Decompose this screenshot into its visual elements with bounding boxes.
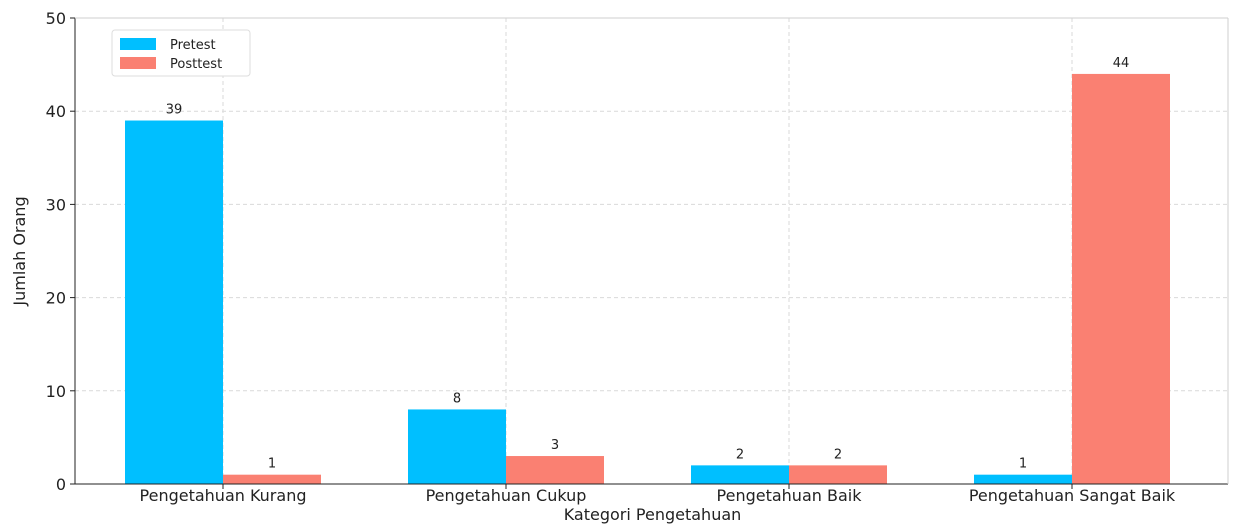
data-label: 1 bbox=[1019, 457, 1027, 472]
bar-posttest bbox=[1072, 73, 1170, 485]
x-tick-label: Pengetahuan Sangat Baik bbox=[969, 486, 1176, 505]
x-axis-label: Kategori Pengetahuan bbox=[564, 505, 742, 524]
y-tick-label: 20 bbox=[46, 289, 66, 308]
x-tick-label: Pengetahuan Baik bbox=[717, 486, 863, 505]
data-label: 2 bbox=[834, 447, 842, 462]
y-tick-label: 50 bbox=[46, 9, 66, 28]
y-tick-label: 40 bbox=[46, 102, 66, 121]
bar-posttest bbox=[223, 474, 321, 484]
data-label: 2 bbox=[736, 447, 744, 462]
legend-label: Pretest bbox=[170, 38, 216, 53]
y-tick-label: 10 bbox=[46, 382, 66, 401]
y-tick-label: 30 bbox=[46, 195, 66, 214]
bar-pretest bbox=[408, 409, 506, 484]
bars bbox=[125, 73, 1170, 485]
data-label: 39 bbox=[166, 103, 183, 118]
y-tick-label: 0 bbox=[56, 475, 66, 494]
data-label: 1 bbox=[268, 457, 276, 472]
legend-swatch bbox=[120, 57, 156, 69]
data-label: 8 bbox=[453, 391, 461, 406]
bar-posttest bbox=[506, 456, 604, 484]
axes: 0 10 20 30 40 50 Pengetahuan Kurang Pengetahuan… bbox=[46, 9, 1229, 505]
bar-pretest bbox=[125, 120, 223, 485]
bar-pretest bbox=[691, 465, 789, 484]
y-axis-label: Jumlah Orang bbox=[10, 196, 29, 306]
grid-lines bbox=[75, 17, 1228, 484]
legend: Pretest Posttest bbox=[111, 29, 251, 77]
bar-pretest bbox=[974, 474, 1072, 484]
legend-swatch bbox=[120, 38, 156, 50]
data-labels: 39 8 2 1 1 3 2 44 bbox=[166, 56, 1130, 472]
data-label: 44 bbox=[1113, 56, 1130, 71]
x-tick-label: Pengetahuan Cukup bbox=[426, 486, 587, 505]
bar-posttest bbox=[789, 465, 887, 484]
legend-label: Posttest bbox=[170, 57, 222, 72]
data-label: 3 bbox=[551, 438, 559, 453]
x-tick-label: Pengetahuan Kurang bbox=[140, 486, 307, 505]
